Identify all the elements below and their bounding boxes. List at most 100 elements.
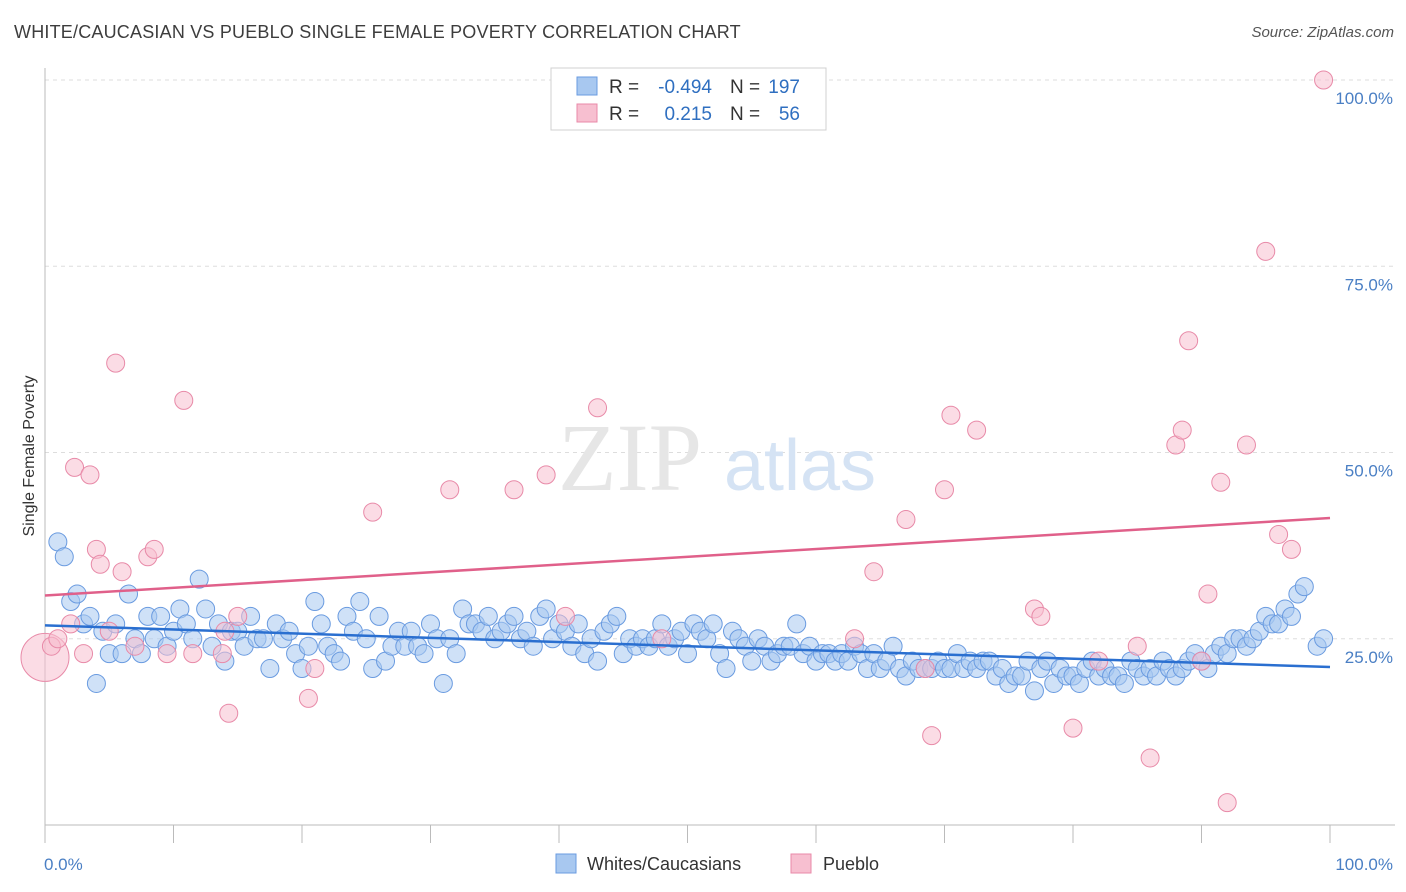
pueblo-point (1256, 241, 1276, 261)
watermark-atlas: atlas (724, 426, 876, 506)
x-tick-label-1: 100.0% (1335, 855, 1393, 874)
whites-point (260, 659, 280, 679)
stats-legend: R = -0.494 N = 197 R = 0.215 N = 56 (550, 67, 827, 131)
whites-point (504, 606, 524, 626)
y-tick-label-1: 50.0% (1345, 462, 1393, 481)
stats-legend-pink-n-label: N = (730, 104, 760, 125)
pueblo-point (106, 353, 126, 373)
whites-point (311, 614, 331, 634)
pueblo-point (1211, 472, 1231, 492)
pueblo-point (174, 390, 194, 410)
whites-point (119, 584, 139, 604)
pueblo-point (1127, 636, 1147, 656)
pueblo-point (219, 703, 239, 723)
tick-layer: 25.0% 50.0% 75.0% 100.0% 0.0% 100.0% (44, 89, 1393, 874)
pueblo-point (305, 659, 325, 679)
pueblo-point (99, 621, 119, 641)
pueblo-point (61, 614, 81, 634)
pueblo-point (183, 644, 203, 664)
whites-point (279, 621, 299, 641)
whites-point (1114, 673, 1134, 693)
pueblo-point (363, 502, 383, 522)
pueblo-point (652, 629, 672, 649)
series-whites-points (48, 532, 1334, 701)
series-pueblo-points (20, 70, 1334, 813)
whites-point (678, 644, 697, 664)
pueblo-point (80, 465, 100, 485)
pueblo-point (1140, 748, 1160, 768)
pueblo-point (90, 554, 110, 574)
pueblo-point (1089, 651, 1109, 671)
whites-point (331, 651, 351, 671)
y-tick-label-0: 25.0% (1345, 648, 1393, 667)
pueblo-point (915, 659, 935, 679)
watermark: ZIP atlas (558, 404, 876, 511)
pueblo-point (1269, 524, 1289, 544)
whites-point (189, 569, 209, 589)
whites-point (414, 644, 434, 664)
pueblo-point (935, 480, 954, 500)
whites-point (54, 547, 74, 567)
pueblo-point (1172, 420, 1192, 440)
whites-point (356, 629, 376, 649)
pueblo-point (536, 465, 556, 485)
y-tick-label-3: 100.0% (1335, 89, 1393, 108)
whites-point (536, 599, 556, 619)
whites-point (607, 606, 627, 626)
pueblo-point (1192, 651, 1211, 671)
whites-point (703, 614, 723, 634)
pueblo-point (922, 726, 942, 746)
pueblo-point (125, 636, 145, 656)
pueblo-point (112, 562, 132, 582)
stats-legend-blue-r-label: R = (609, 77, 639, 98)
whites-point (1314, 629, 1334, 649)
series-legend-pueblo-swatch (790, 853, 812, 874)
whites-point (1024, 681, 1044, 701)
stats-legend-pink-n-value: 56 (779, 104, 800, 125)
pueblo-point (74, 644, 94, 664)
stats-legend-blue-n-label: N = (730, 77, 760, 98)
pueblo-point (1198, 584, 1218, 604)
pueblo-point (588, 398, 608, 418)
stats-legend-pink-swatch (576, 103, 598, 123)
whites-point (151, 606, 171, 626)
pueblo-point (1063, 718, 1083, 738)
stats-legend-blue-swatch (576, 76, 598, 96)
pueblo-point (967, 420, 987, 440)
pueblo-point (48, 629, 68, 649)
whites-point (86, 673, 106, 693)
series-legend: Whites/Caucasians Pueblo (555, 853, 879, 874)
y-axis-label: Single Female Poverty (21, 376, 38, 537)
pueblo-trend-line (44, 516, 1331, 597)
pueblo-point (1314, 70, 1334, 90)
pueblo-point (157, 644, 177, 664)
series-legend-whites-swatch (555, 853, 577, 874)
whites-point (446, 644, 466, 664)
whites-point (742, 651, 762, 671)
series-legend-whites-label: Whites/Caucasians (587, 854, 741, 874)
series-legend-pueblo-label: Pueblo (823, 854, 879, 874)
whites-point (350, 592, 370, 611)
pueblo-point (845, 629, 865, 649)
whites-point (433, 673, 453, 693)
whites-point (305, 592, 325, 611)
whites-point (196, 599, 216, 619)
whites-point (478, 606, 498, 626)
whites-point (1294, 577, 1314, 597)
chart-source: Source: ZipAtlas.com (1251, 24, 1394, 41)
pueblo-point (555, 606, 575, 626)
whites-point (1281, 606, 1301, 626)
x-tick-label-0: 0.0% (44, 855, 83, 874)
whites-point (787, 614, 807, 634)
whites-point (298, 636, 318, 656)
whites-trend-line (44, 624, 1331, 669)
pueblo-point (864, 562, 884, 582)
pueblo-point (298, 688, 318, 708)
whites-point (80, 606, 100, 626)
stats-legend-pink-r-label: R = (609, 104, 639, 125)
pueblo-point (1217, 793, 1237, 813)
pueblo-point (1179, 331, 1199, 351)
watermark-zip: ZIP (558, 404, 702, 511)
whites-point (369, 606, 389, 626)
